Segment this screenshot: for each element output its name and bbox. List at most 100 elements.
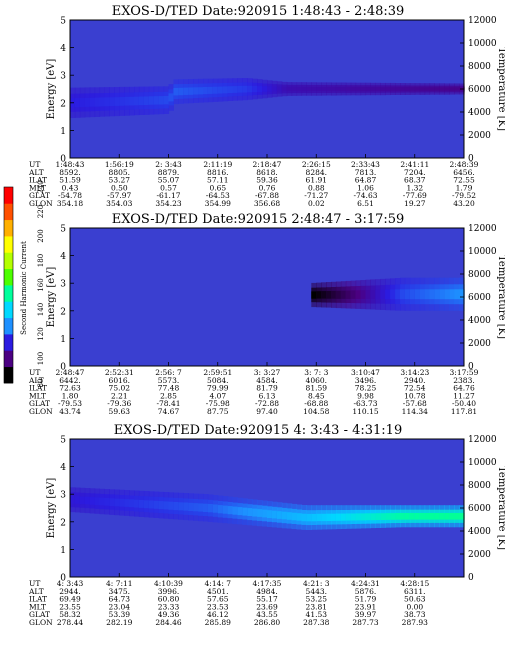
spectrogram-band-cell xyxy=(449,513,455,520)
orbit-value: 4.07 xyxy=(209,391,226,400)
orbit-value: 64.73 xyxy=(109,595,131,604)
spectrogram-band-cell xyxy=(340,290,347,299)
spectrogram-band-cell xyxy=(257,509,263,517)
colorbar-block xyxy=(4,219,13,237)
spectrogram-band-cell xyxy=(434,513,440,520)
colorbar-label: Second Harmonic Current xyxy=(20,241,28,335)
spectrogram-band-cell xyxy=(271,86,278,92)
spectrogram-band-cell xyxy=(390,513,396,520)
spectrogram-band-cell xyxy=(148,500,155,509)
orbit-value: 2.85 xyxy=(160,391,177,400)
spectrogram-band-cell xyxy=(193,503,199,512)
spectrogram-band-cell xyxy=(306,513,312,522)
orbit-value: -79.52 xyxy=(452,191,476,200)
orbit-value: 5084. xyxy=(207,376,228,385)
orbit-value: 4:14: 7 xyxy=(205,579,232,588)
spectrogram-band-cell xyxy=(375,513,381,520)
orbit-value: 23.53 xyxy=(207,602,229,611)
y2-tick-label: 8000 xyxy=(468,481,491,491)
orbit-value: 8618. xyxy=(256,168,277,177)
orbit-value: 110.15 xyxy=(352,407,378,416)
orbit-value: 81.59 xyxy=(306,384,328,393)
orbit-value: 75.02 xyxy=(109,384,131,393)
spectrogram-band-cell xyxy=(291,86,298,91)
y2-tick-label: 0 xyxy=(468,362,474,372)
orbit-value: 6456. xyxy=(453,168,474,177)
orbit-value: -57.68 xyxy=(403,399,427,408)
orbit-value: 284.46 xyxy=(155,618,181,627)
orbit-value: 4:17:35 xyxy=(253,579,282,588)
spectrogram-band-cell xyxy=(252,85,258,93)
spectrogram-band-cell xyxy=(94,97,101,107)
spectrogram-band-cell xyxy=(198,503,204,512)
orbit-value: 1:56:19 xyxy=(105,160,134,169)
orbit-row-label: MLT xyxy=(29,391,46,400)
colorbar-block xyxy=(4,203,13,221)
spectrogram-band-cell xyxy=(217,86,224,94)
spectrogram-band-cell xyxy=(414,513,421,520)
y2-tick-label: 2000 xyxy=(468,550,491,560)
spectrogram-band-cell xyxy=(311,291,317,299)
orbit-row-label: UT xyxy=(29,160,40,169)
panel-3-title: EXOS-D/TED Date:920915 4: 3:43 - 4:31:19 xyxy=(114,423,402,438)
orbit-value: -63.73 xyxy=(353,399,377,408)
orbit-value: 11.27 xyxy=(453,391,475,400)
spectrogram-band-cell xyxy=(163,96,170,105)
orbit-value: 2:26:15 xyxy=(302,160,331,169)
spectrogram-band-cell xyxy=(138,96,145,106)
orbit-value: 59.36 xyxy=(256,176,278,185)
y2-tick-label: 4000 xyxy=(468,527,491,537)
orbit-value: 38.73 xyxy=(404,610,426,619)
spectrogram-band-cell xyxy=(119,97,125,106)
orbit-value: 43.20 xyxy=(453,199,475,208)
orbit-value: 2:59:51 xyxy=(203,368,232,377)
orbit-value: 2:56: 7 xyxy=(155,368,182,377)
y2-tick-label: 12000 xyxy=(468,435,497,445)
orbit-value: 3:10:47 xyxy=(351,368,380,377)
orbit-value: 57.65 xyxy=(207,595,229,604)
orbit-value: 23.91 xyxy=(355,602,376,611)
spectrogram-band-cell xyxy=(119,498,125,507)
spectrogram-band-cell xyxy=(188,502,194,511)
orbit-value: 104.58 xyxy=(303,407,329,416)
orbit-value: 64.76 xyxy=(453,384,475,393)
orbit-value: 0.02 xyxy=(308,199,325,208)
orbit-value: 354.18 xyxy=(57,199,83,208)
orbit-value: 10.78 xyxy=(404,391,426,400)
spectrogram-band-cell xyxy=(335,87,342,91)
colorbar-block xyxy=(4,187,13,204)
y-tick-label: 5 xyxy=(60,17,66,27)
spectrogram-band-cell xyxy=(99,497,105,506)
spectrogram-band-cell xyxy=(262,509,268,518)
orbit-row-label: GLAT xyxy=(29,399,50,408)
spectrogram-band-cell xyxy=(434,87,440,91)
orbit-row-label: MLT xyxy=(29,602,46,611)
spectrogram-band-cell xyxy=(242,507,248,516)
y-tick-label: 3 xyxy=(60,72,66,82)
orbit-value: 6016. xyxy=(109,376,130,385)
spectrogram-band-cell xyxy=(252,508,258,517)
spectrogram-band-cell xyxy=(183,502,189,511)
orbit-value: 51.59 xyxy=(59,176,81,185)
spectrogram-band-cell xyxy=(350,290,357,299)
orbit-row-label: GLAT xyxy=(29,610,50,619)
panel-1-spectrogram xyxy=(70,78,465,118)
spectrogram-band-cell xyxy=(326,87,332,91)
spectrogram-band-cell xyxy=(74,496,81,504)
panel-3-spectrogram xyxy=(70,487,465,530)
spectrogram-band-cell xyxy=(124,96,130,106)
spectrogram-band-cell xyxy=(404,289,411,300)
orbit-value: 0.88 xyxy=(308,183,325,192)
spectrogram-band-cell xyxy=(178,502,184,511)
spectrogram-band-cell xyxy=(424,289,431,300)
orbit-value: 53.39 xyxy=(109,610,131,619)
orbit-value: 287.38 xyxy=(303,618,329,627)
spectrogram-band-cell xyxy=(99,97,105,107)
spectrogram-band-cell xyxy=(331,87,337,91)
spectrogram-band-cell xyxy=(444,513,450,520)
orbit-row-label: GLAT xyxy=(29,191,50,200)
spectrogram-band-cell xyxy=(198,87,204,95)
orbit-value: 39.97 xyxy=(355,610,377,619)
spectrogram-band-cell xyxy=(163,501,170,510)
